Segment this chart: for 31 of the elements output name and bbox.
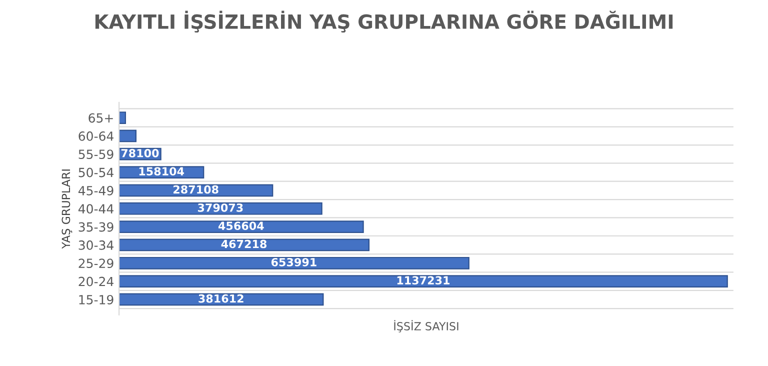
bar xyxy=(119,202,322,215)
bar xyxy=(119,293,324,306)
y-tick-label: 55-59 xyxy=(78,150,114,160)
y-tick-label: 40-44 xyxy=(78,204,114,214)
bar xyxy=(119,238,370,252)
chart-title: KAYITLI İŞSİZLERİN YAŞ GRUPLARINA GÖRE DAĞILIMI xyxy=(95,10,673,33)
data-label: 653991 xyxy=(271,258,316,266)
y-tick-label: 15-19 xyxy=(79,294,114,304)
bar xyxy=(119,220,364,233)
y-tick-label: 50-54 xyxy=(78,168,114,178)
bar xyxy=(119,112,126,124)
y-tick-label: 60-64 xyxy=(78,131,114,141)
y-tick-label: 30-34 xyxy=(78,240,114,250)
data-label: 1137231 xyxy=(397,276,450,285)
y-tick-label: 20-24 xyxy=(78,276,114,286)
y-tick-label: 45-49 xyxy=(78,186,114,196)
y-tick-label: 65+ xyxy=(88,113,113,123)
data-label: 381612 xyxy=(198,294,244,303)
data-label: 78100 xyxy=(121,148,159,158)
data-label: 287108 xyxy=(174,185,218,194)
data-label: 379073 xyxy=(198,203,243,212)
bar xyxy=(119,275,728,288)
x-axis-title: İŞSİZ SAYISI xyxy=(394,320,458,332)
y-tick-label: 25-29 xyxy=(78,258,114,268)
y-axis-title: YAŞ GRUPLARI xyxy=(62,170,72,249)
data-label: 158104 xyxy=(139,167,184,176)
bar xyxy=(119,130,136,142)
bar xyxy=(119,256,470,270)
data-label: 456604 xyxy=(218,222,264,230)
data-label: 467218 xyxy=(221,240,267,248)
y-tick-label: 35-39 xyxy=(78,222,114,232)
